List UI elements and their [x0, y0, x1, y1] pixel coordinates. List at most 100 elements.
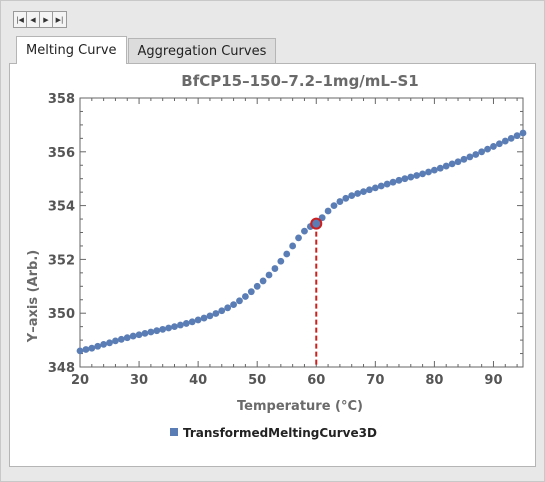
data-point [194, 316, 202, 324]
data-point [431, 166, 438, 174]
data-point [100, 341, 108, 348]
data-point [212, 310, 220, 317]
data-point [259, 277, 267, 285]
data-point [395, 176, 403, 184]
y-tick-label: 358 [48, 92, 75, 107]
data-point [236, 297, 243, 305]
x-axis-label: Temperature (°C) [237, 399, 363, 414]
data-point [106, 339, 113, 347]
x-tick-label: 60 [307, 373, 325, 388]
data-point [117, 335, 125, 343]
y-tick-label: 352 [48, 253, 75, 268]
data-point [519, 129, 527, 137]
data-point [478, 148, 486, 156]
y-axis-label: Y–axis (Arb.) [26, 250, 41, 343]
chart-legend: TransformedMeltingCurve3D [170, 426, 377, 440]
legend-label: TransformedMeltingCurve3D [183, 426, 377, 440]
data-point [247, 288, 255, 296]
data-point [425, 168, 432, 176]
data-point [159, 325, 167, 333]
data-point [377, 182, 385, 190]
y-tick-label: 348 [48, 361, 75, 376]
data-point [413, 172, 421, 179]
data-point [283, 250, 291, 258]
data-point [442, 162, 450, 170]
x-tick-label: 50 [248, 373, 266, 388]
data-point [501, 137, 509, 145]
data-point [135, 331, 143, 339]
data-point [295, 234, 302, 242]
data-point [448, 160, 456, 168]
data-point [88, 344, 96, 352]
x-tick-label: 70 [366, 373, 384, 388]
navigation-controls: |◀ ◀ ▶ ▶| [13, 11, 67, 28]
y-tick-label: 354 [48, 200, 75, 215]
data-point [354, 190, 362, 197]
data-point [389, 178, 397, 186]
data-point [419, 170, 426, 178]
last-button[interactable]: ▶| [55, 15, 64, 24]
data-point [454, 158, 462, 166]
data-point [460, 155, 468, 163]
data-point [224, 304, 232, 312]
tab-bar: Melting Curve Aggregation Curves [16, 36, 277, 64]
data-point [366, 186, 373, 194]
y-tick-label: 356 [48, 146, 75, 161]
data-point [182, 320, 190, 327]
tab-melting-curve[interactable]: Melting Curve [16, 36, 127, 64]
data-point [218, 307, 226, 315]
data-point [342, 194, 350, 202]
data-point [495, 140, 503, 148]
data-point [383, 180, 391, 188]
data-point [165, 324, 173, 332]
next-button[interactable]: ▶ [40, 12, 53, 27]
data-point [301, 227, 308, 235]
data-point [112, 337, 119, 345]
x-tick-label: 80 [425, 373, 443, 388]
data-point [336, 198, 344, 205]
data-point [129, 332, 137, 340]
chart-title: BfCP15–150–7.2–1mg/mL–S1 [181, 72, 418, 90]
data-point [472, 151, 480, 158]
data-point [94, 342, 102, 350]
x-tick-label: 30 [130, 373, 148, 388]
data-point [265, 271, 273, 279]
data-point [123, 334, 131, 342]
tab-panel: BfCP15–150–7.2–1mg/mL–S1 Temperature (°C… [9, 63, 536, 467]
prev-button[interactable]: ◀ [27, 12, 40, 27]
data-point [206, 312, 214, 320]
data-point [490, 143, 497, 150]
highlighted-data-point [310, 217, 323, 230]
data-point [484, 145, 491, 153]
data-point [360, 188, 367, 196]
data-point [230, 301, 237, 308]
data-point [348, 192, 356, 200]
data-point [153, 327, 161, 335]
legend-swatch [170, 428, 178, 436]
data-point [513, 132, 521, 140]
data-point [507, 134, 515, 142]
data-point [371, 184, 379, 192]
melting-curve-chart: BfCP15–150–7.2–1mg/mL–S1 Temperature (°C… [26, 72, 527, 440]
data-point [171, 323, 178, 331]
data-point [324, 207, 332, 215]
data-point [188, 318, 196, 326]
data-point [466, 153, 474, 161]
first-button[interactable]: |◀ [14, 12, 27, 27]
tab-aggregation-curves[interactable]: Aggregation Curves [127, 38, 277, 63]
data-point [82, 346, 90, 353]
data-point [76, 347, 84, 355]
data-point [147, 328, 155, 336]
data-point [253, 282, 261, 290]
data-point [271, 265, 279, 272]
data-point [177, 321, 184, 329]
data-point [289, 242, 297, 250]
x-tick-label: 40 [189, 373, 207, 388]
data-point [141, 329, 149, 337]
x-tick-label: 90 [484, 373, 502, 388]
data-point [436, 164, 444, 172]
data-point [401, 175, 409, 183]
x-tick-label: 20 [71, 373, 89, 388]
y-tick-label: 350 [48, 307, 75, 322]
